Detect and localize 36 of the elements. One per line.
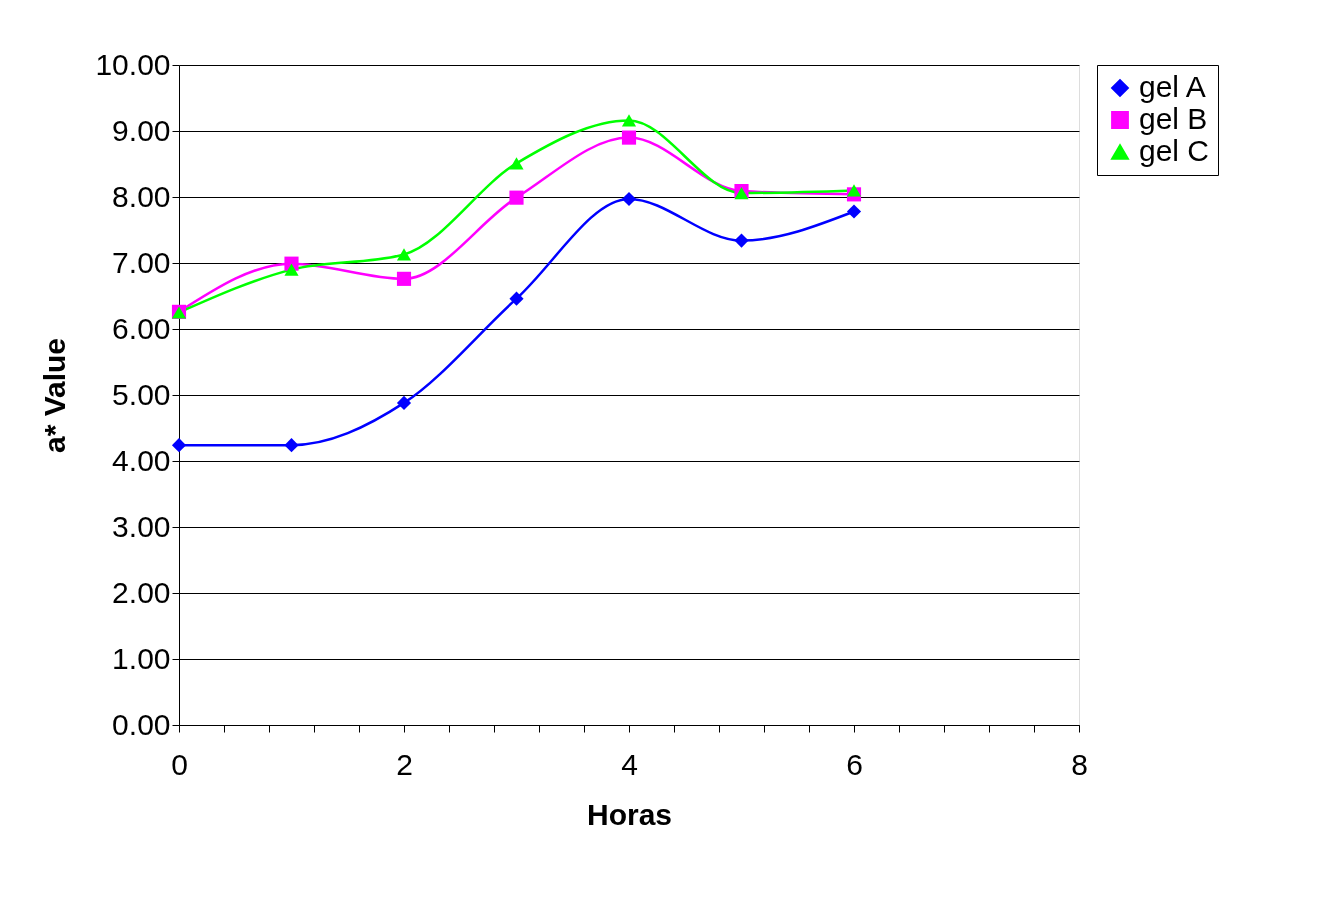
y-tick-label: 0.00 (112, 707, 171, 741)
point (396, 271, 412, 286)
x-tick-label: 0 (171, 747, 188, 781)
point (284, 263, 299, 276)
y-tick-label: 9.00 (112, 113, 171, 147)
y-tick-label: 8.00 (112, 179, 171, 213)
point (621, 191, 637, 207)
legend-label: gel A (1139, 70, 1206, 103)
legend-label: gel C (1139, 134, 1210, 167)
y-tick-label: 2.00 (112, 575, 171, 609)
y-tick-label: 4.00 (112, 443, 171, 477)
point (284, 438, 299, 453)
x-tick-label: 4 (621, 747, 638, 781)
point (171, 438, 187, 453)
x-axis-title: Horas (586, 797, 673, 831)
point (621, 130, 637, 145)
point (734, 233, 749, 248)
point (846, 204, 862, 219)
x-tick-label: 6 (846, 747, 863, 781)
x-tick-label: 2 (396, 747, 413, 781)
point (846, 184, 862, 197)
point (509, 157, 524, 170)
point (509, 291, 524, 306)
point (396, 248, 412, 261)
y-tick-label: 5.00 (112, 377, 171, 411)
point (621, 114, 637, 127)
y-axis-title: a* Value (38, 337, 72, 454)
y-tick-label: 6.00 (112, 311, 171, 345)
y-tick-label: 3.00 (112, 509, 171, 543)
x-tick-label: 8 (1071, 747, 1088, 781)
y-tick-label: 1.00 (112, 641, 171, 675)
point (509, 190, 524, 205)
y-tick-label: 10.00 (95, 47, 171, 81)
y-tick-label: 7.00 (112, 245, 171, 279)
legend-label: gel B (1139, 102, 1208, 135)
point (396, 395, 412, 410)
